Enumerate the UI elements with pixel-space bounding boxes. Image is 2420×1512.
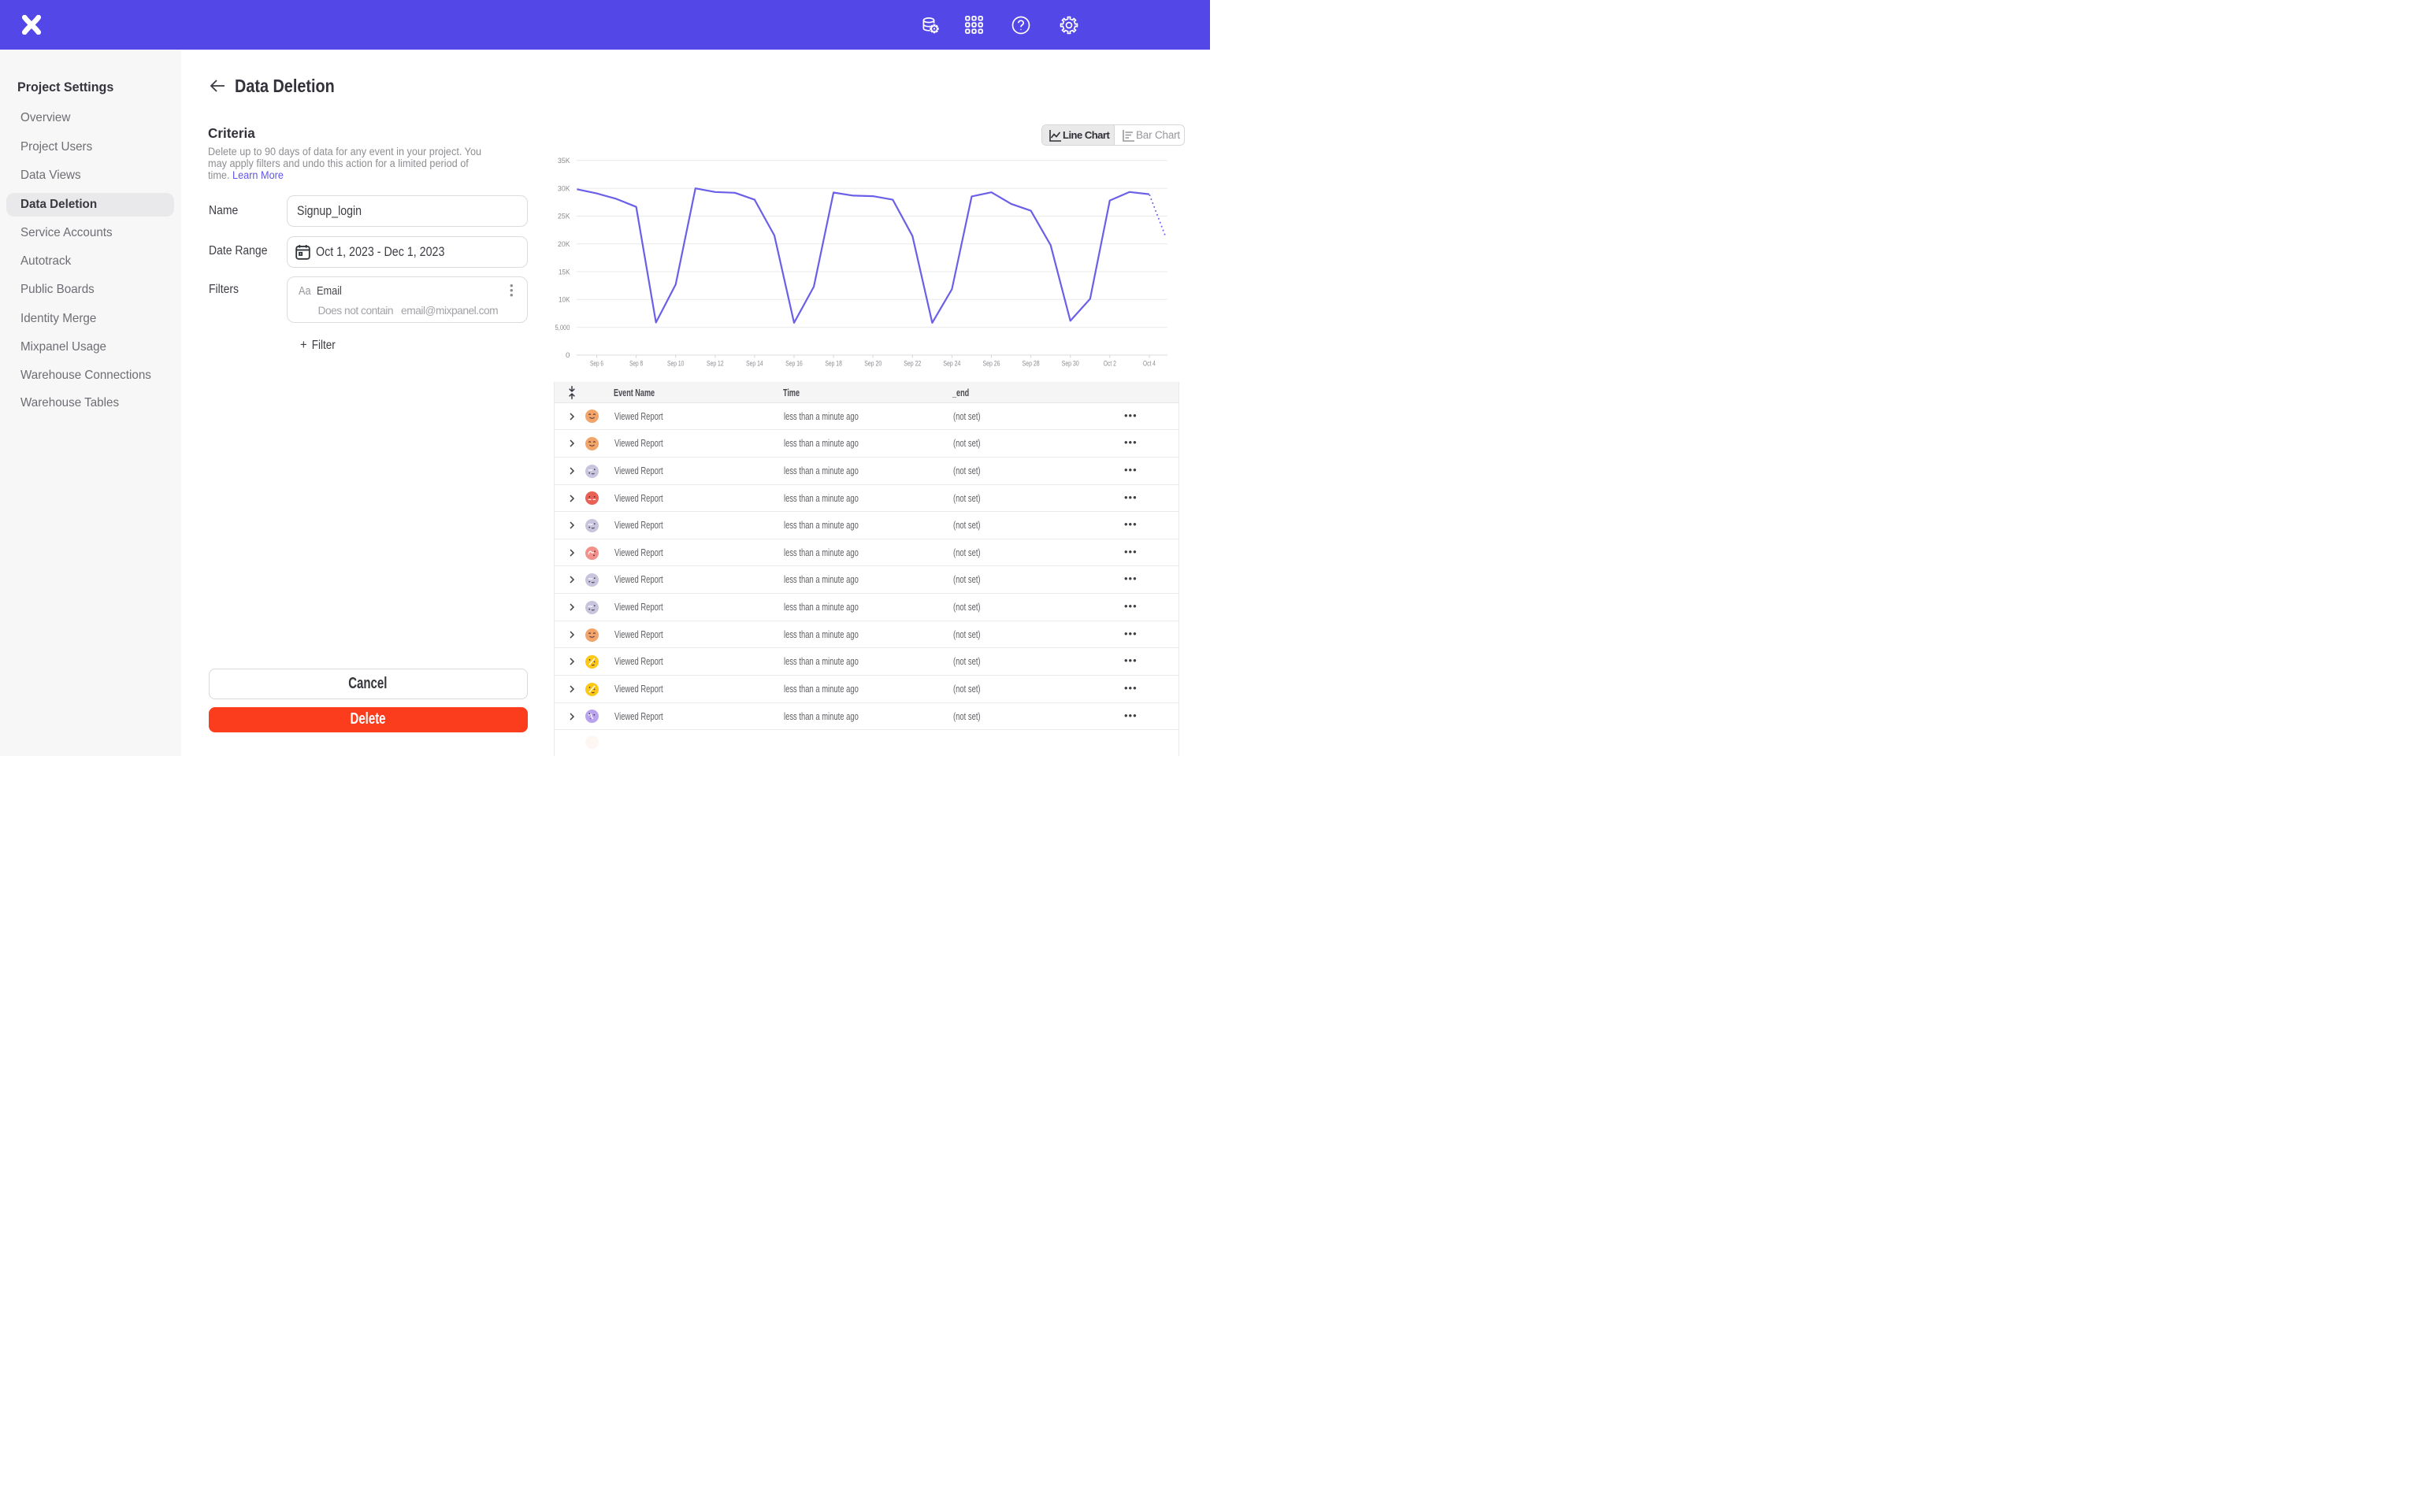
svg-text:Sep 30: Sep 30 — [1062, 359, 1079, 368]
svg-text:Sep 6: Sep 6 — [590, 359, 603, 368]
svg-text:Sep 8: Sep 8 — [629, 359, 643, 368]
svg-text:30K: 30K — [558, 184, 570, 193]
svg-text:Sep 10: Sep 10 — [667, 359, 685, 368]
svg-text:Oct 2: Oct 2 — [1104, 359, 1116, 368]
svg-text:25K: 25K — [558, 213, 570, 221]
svg-text:Sep 18: Sep 18 — [825, 359, 842, 368]
svg-text:Sep 28: Sep 28 — [1023, 359, 1040, 368]
svg-text:Sep 22: Sep 22 — [904, 359, 921, 368]
svg-text:10K: 10K — [559, 296, 570, 305]
svg-text:20K: 20K — [558, 240, 570, 249]
svg-text:Oct 4: Oct 4 — [1143, 359, 1156, 368]
svg-text:15K: 15K — [559, 268, 570, 276]
svg-text:Sep 12: Sep 12 — [707, 359, 724, 368]
svg-text:Sep 24: Sep 24 — [943, 359, 960, 368]
svg-text:Sep 26: Sep 26 — [983, 359, 1000, 368]
svg-text:Sep 14: Sep 14 — [746, 359, 763, 368]
svg-text:35K: 35K — [558, 157, 570, 165]
svg-text:Sep 16: Sep 16 — [785, 359, 803, 368]
svg-text:Sep 20: Sep 20 — [864, 359, 882, 368]
svg-text:0: 0 — [566, 351, 570, 360]
svg-text:5,000: 5,000 — [555, 324, 570, 332]
